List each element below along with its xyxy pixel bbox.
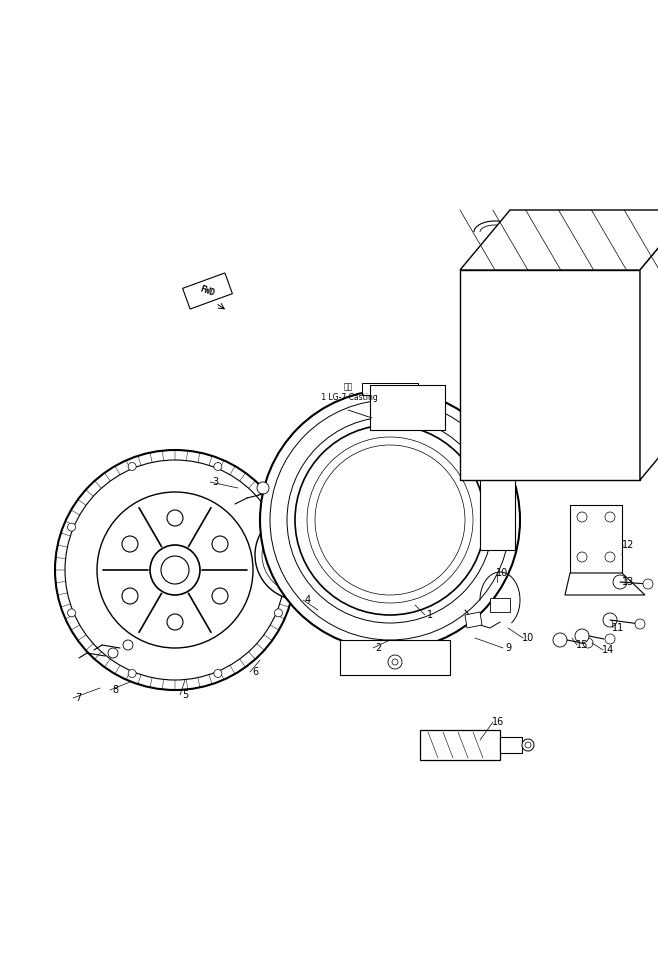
Circle shape: [108, 648, 118, 658]
Polygon shape: [182, 273, 232, 309]
Circle shape: [167, 510, 183, 526]
Text: 14: 14: [602, 645, 614, 655]
Circle shape: [97, 492, 253, 648]
Circle shape: [643, 579, 653, 589]
Circle shape: [605, 634, 615, 644]
Circle shape: [635, 619, 645, 629]
Text: 5: 5: [182, 690, 188, 700]
Polygon shape: [640, 210, 658, 480]
Circle shape: [122, 536, 138, 552]
Text: FWD: FWD: [199, 284, 216, 298]
Text: 4: 4: [305, 595, 311, 605]
Circle shape: [388, 655, 402, 669]
Circle shape: [260, 390, 520, 650]
Circle shape: [212, 536, 228, 552]
Text: 1: 1: [427, 610, 433, 620]
Circle shape: [274, 523, 282, 532]
Circle shape: [161, 556, 189, 584]
Polygon shape: [362, 383, 418, 395]
Text: 8: 8: [112, 685, 118, 695]
Circle shape: [150, 545, 200, 595]
Text: 10: 10: [522, 633, 534, 643]
Circle shape: [128, 669, 136, 678]
Circle shape: [68, 609, 76, 617]
Bar: [500, 737, 522, 753]
Polygon shape: [460, 210, 658, 270]
Circle shape: [212, 588, 228, 604]
Circle shape: [575, 629, 589, 643]
Bar: [570, 505, 622, 573]
Circle shape: [255, 510, 345, 600]
Circle shape: [613, 575, 627, 589]
Circle shape: [123, 640, 133, 650]
Polygon shape: [370, 385, 445, 430]
Text: 12: 12: [622, 540, 634, 550]
Text: 16: 16: [492, 717, 504, 727]
Bar: [460, 270, 640, 480]
Circle shape: [55, 450, 295, 690]
Text: 13: 13: [622, 577, 634, 587]
Circle shape: [122, 588, 138, 604]
Polygon shape: [465, 612, 482, 628]
Polygon shape: [340, 640, 450, 675]
Polygon shape: [362, 645, 418, 657]
Circle shape: [274, 609, 282, 617]
Circle shape: [525, 742, 531, 748]
Polygon shape: [490, 598, 510, 612]
Circle shape: [553, 633, 567, 647]
Circle shape: [522, 739, 534, 751]
Text: 6: 6: [252, 667, 258, 677]
Bar: [420, 730, 500, 760]
Polygon shape: [480, 465, 515, 550]
Circle shape: [68, 523, 76, 532]
Text: 3: 3: [212, 477, 218, 487]
Circle shape: [257, 482, 269, 494]
Circle shape: [128, 462, 136, 471]
Text: 注意
 1 LG-7 Casting: 注意 1 LG-7 Casting: [318, 382, 378, 402]
Circle shape: [214, 669, 222, 678]
Text: 9: 9: [505, 643, 511, 653]
Text: 11: 11: [612, 623, 624, 633]
Circle shape: [268, 523, 332, 587]
Circle shape: [603, 613, 617, 627]
Circle shape: [214, 462, 222, 471]
Polygon shape: [565, 573, 645, 595]
Circle shape: [295, 425, 485, 615]
Circle shape: [167, 614, 183, 630]
Circle shape: [583, 638, 593, 648]
Text: 10: 10: [496, 568, 508, 578]
Text: 2: 2: [375, 643, 381, 653]
Text: 7: 7: [75, 693, 81, 703]
Text: 15: 15: [576, 640, 588, 650]
